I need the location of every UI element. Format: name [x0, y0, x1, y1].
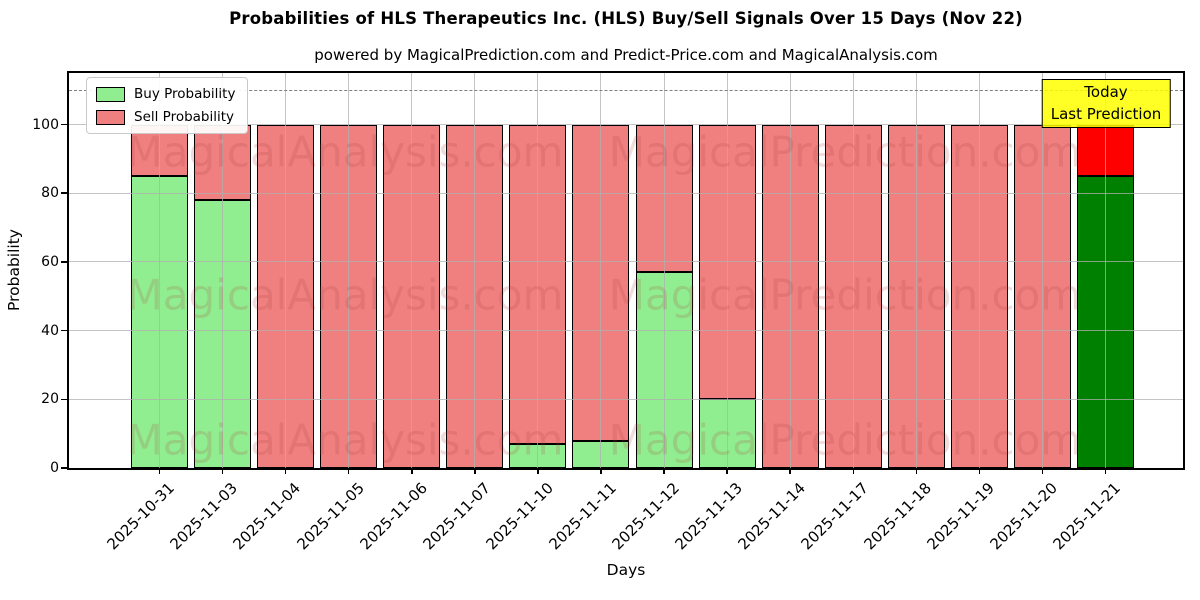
- plot-area: MagicalAnalysis.comMagicalPrediction.com…: [67, 71, 1185, 470]
- x-tick: [978, 468, 981, 474]
- x-tick-label: 2025-11-18: [860, 479, 936, 554]
- x-tick-label: 2025-11-11: [545, 479, 620, 554]
- v-gridline: [789, 73, 791, 468]
- y-tick-label: 80: [41, 185, 59, 202]
- x-tick-label: 2025-11-05: [293, 479, 368, 554]
- v-gridline: [915, 73, 917, 468]
- y-tick-label: 100: [32, 116, 59, 133]
- dashed-threshold-line: [69, 90, 1183, 92]
- y-tick-label: 60: [41, 253, 59, 270]
- h-gridline: [69, 261, 1183, 263]
- x-tick-label: 2025-11-20: [986, 479, 1062, 554]
- y-tick: [61, 261, 68, 263]
- x-tick-label: 2025-11-07: [419, 479, 494, 554]
- h-gridline: [69, 330, 1183, 332]
- y-tick: [61, 467, 68, 469]
- x-tick-label: 2025-11-14: [734, 479, 809, 554]
- v-gridline: [1105, 73, 1107, 468]
- v-gridline: [852, 73, 854, 468]
- buy-color-swatch: [96, 86, 125, 102]
- v-gridline: [663, 73, 665, 468]
- x-tick: [347, 468, 350, 474]
- h-gridline: [69, 398, 1183, 400]
- x-tick: [600, 468, 602, 474]
- legend-label-sell: Sell Probability: [134, 109, 235, 125]
- v-gridline: [222, 73, 224, 468]
- v-gridline: [411, 73, 413, 468]
- x-tick: [474, 468, 476, 474]
- v-gridline: [285, 73, 287, 468]
- v-gridline: [978, 73, 980, 468]
- x-tick: [411, 468, 413, 474]
- v-gridline: [726, 73, 728, 468]
- x-tick-label: 2025-11-17: [797, 479, 873, 554]
- x-tick: [915, 468, 918, 474]
- v-gridline: [537, 73, 539, 468]
- v-gridline: [600, 73, 602, 468]
- x-tick: [284, 468, 287, 474]
- x-tick-label: 2025-11-10: [482, 479, 557, 554]
- legend-label-buy: Buy Probability: [134, 86, 236, 102]
- legend-item-buy: Buy Probability: [96, 86, 235, 102]
- sell-color-swatch: [96, 109, 125, 125]
- x-tick: [726, 468, 728, 474]
- v-gridline: [159, 73, 160, 468]
- y-tick: [61, 329, 68, 332]
- h-gridline: [69, 192, 1183, 194]
- x-tick-label: 2025-10-31: [103, 479, 179, 554]
- x-tick: [537, 468, 539, 474]
- y-tick-label: 20: [41, 391, 59, 408]
- x-tick: [789, 468, 791, 474]
- today-annotation-line1: Today: [1084, 83, 1128, 101]
- legend-item-sell: Sell Probability: [96, 109, 235, 125]
- chart-title: Probabilities of HLS Therapeutics Inc. (…: [229, 9, 1023, 28]
- x-tick-label: 2025-11-04: [229, 479, 305, 554]
- today-annotation-line2: Last Prediction: [1050, 104, 1162, 123]
- x-tick-label: 2025-11-19: [923, 479, 999, 554]
- v-gridline: [1041, 73, 1043, 468]
- y-tick-label: 40: [41, 322, 59, 339]
- v-gridline: [348, 73, 350, 468]
- x-tick-label: 2025-11-12: [608, 479, 683, 554]
- y-tick: [61, 398, 68, 401]
- x-axis-label: Days: [606, 561, 646, 579]
- x-tick: [1104, 468, 1107, 474]
- today-annotation: Today Last Prediction: [1041, 79, 1171, 128]
- x-tick: [221, 468, 224, 474]
- x-tick: [663, 468, 665, 474]
- y-tick-label: 0: [50, 460, 59, 476]
- y-tick: [61, 192, 68, 194]
- x-tick: [158, 468, 161, 474]
- x-tick: [1041, 468, 1044, 474]
- chart-subtitle: powered by MagicalPrediction.com and Pre…: [314, 46, 938, 64]
- x-tick-label: 2025-11-21: [1049, 479, 1125, 554]
- v-gridline: [474, 73, 476, 468]
- legend: Buy Probability Sell Probability: [86, 77, 249, 134]
- y-tick: [61, 123, 68, 126]
- h-gridline: [69, 124, 1183, 126]
- grid-layer: [69, 73, 1183, 468]
- x-tick-label: 2025-11-13: [671, 479, 746, 554]
- x-tick: [852, 468, 855, 474]
